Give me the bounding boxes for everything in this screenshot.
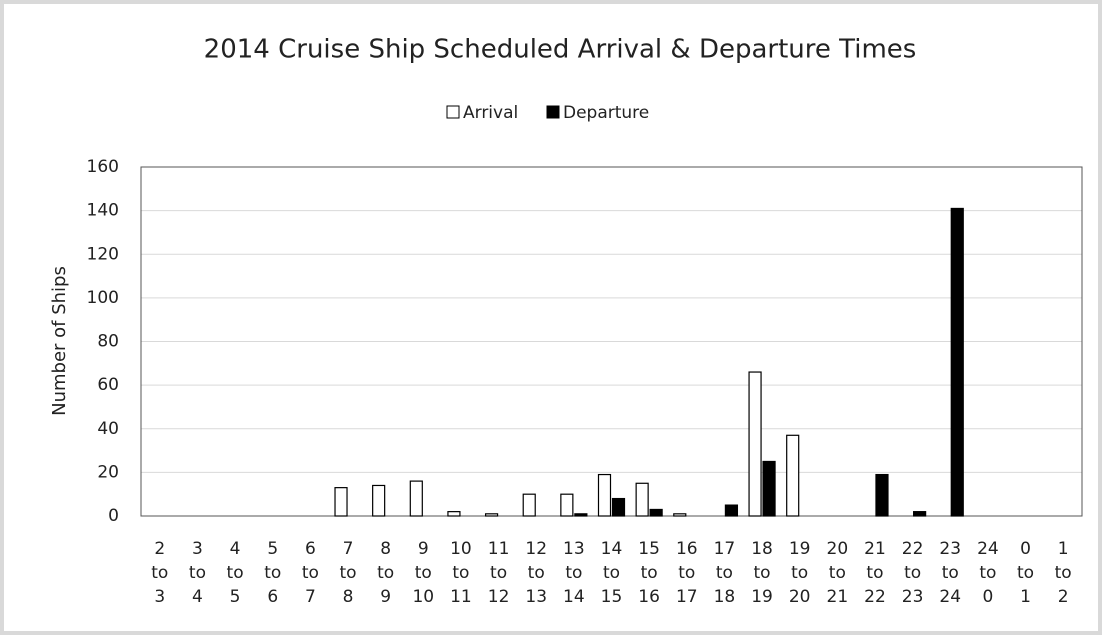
bar (875, 473, 889, 517)
x-tick-label: 3 to 4 (188, 539, 206, 607)
x-tick-label: 7 to 8 (339, 539, 357, 607)
bar (913, 511, 927, 517)
x-tick-label: 12 to 13 (525, 539, 548, 607)
x-tick-label: 0 to 1 (1016, 539, 1035, 607)
x-tick-label: 23 to 24 (939, 539, 962, 607)
x-tick-label: 24 to 0 (977, 539, 999, 607)
bar (447, 511, 461, 517)
bar (786, 434, 800, 517)
bar (635, 482, 649, 517)
plot-border (140, 166, 1083, 517)
bar (409, 480, 423, 517)
x-tick-label: 9 to 10 (412, 539, 435, 607)
y-tick-label: 100 (87, 288, 119, 308)
bar (748, 371, 762, 517)
x-tick-label: 4 to 5 (226, 539, 244, 607)
y-tick-label: 60 (97, 375, 119, 395)
y-tick-label: 40 (97, 419, 119, 439)
x-tick-label: 2 to 3 (151, 539, 169, 607)
y-tick-label: 20 (97, 462, 119, 482)
bar (574, 513, 588, 517)
y-tick-label: 140 (87, 201, 119, 221)
y-tick-label: 80 (97, 332, 119, 352)
y-axis-label: Number of Ships (49, 266, 70, 416)
bar (560, 493, 574, 517)
legend-label: Arrival (463, 103, 518, 123)
x-tick-label: 18 to 19 (751, 539, 773, 607)
x-tick-label: 11 to 12 (487, 539, 510, 607)
legend-swatch (446, 105, 460, 119)
x-tick-label: 16 to 17 (675, 539, 698, 607)
y-tick-label: 160 (87, 157, 119, 177)
x-tick-label: 19 to 20 (788, 539, 811, 607)
x-tick-label: 1 to 2 (1054, 539, 1072, 607)
x-tick-label: 10 to 11 (450, 539, 472, 607)
bar (484, 513, 499, 517)
y-tick-label: 120 (87, 244, 119, 264)
x-tick-label: 8 to 9 (377, 539, 395, 607)
bar (762, 460, 776, 517)
x-tick-label: 13 to 14 (563, 539, 585, 607)
legend-label: Departure (563, 103, 649, 123)
x-tick-label: 14 to 15 (600, 539, 623, 607)
bar (611, 497, 626, 517)
bar (597, 473, 612, 517)
bar (522, 493, 536, 517)
legend-swatch (546, 105, 560, 119)
x-tick-label: 21 to 22 (864, 539, 886, 607)
bar (372, 484, 386, 517)
bar (673, 513, 687, 517)
bar (334, 487, 348, 517)
x-tick-label: 5 to 6 (264, 539, 282, 607)
bar (950, 207, 964, 517)
chart-title: 2014 Cruise Ship Scheduled Arrival & Dep… (204, 35, 917, 65)
x-tick-label: 15 to 16 (638, 539, 660, 607)
x-tick-label: 6 to 7 (301, 539, 319, 607)
x-tick-label: 17 to 18 (713, 539, 736, 607)
bar (649, 508, 663, 517)
y-tick-label: 0 (108, 506, 119, 526)
bar (724, 504, 739, 517)
x-tick-label: 20 to 21 (826, 539, 849, 607)
x-tick-label: 22 to 23 (901, 539, 924, 607)
